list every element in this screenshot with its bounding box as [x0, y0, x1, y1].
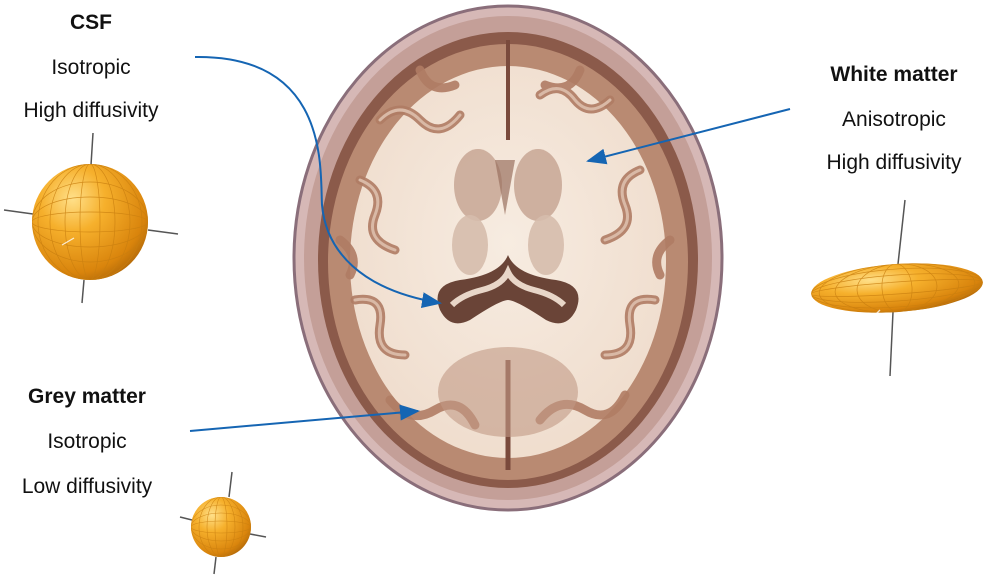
csf-label: CSF Isotropic High diffusivity	[0, 12, 182, 121]
grey-matter-property-2: Low diffusivity	[21, 475, 153, 498]
white-matter-title: White matter	[830, 63, 958, 86]
csf-arrow	[194, 55, 442, 309]
brain-axial-slice-icon	[292, 4, 724, 512]
small-sphere-tensor-icon	[179, 471, 267, 575]
sphere-tensor-icon	[3, 132, 179, 304]
grey-matter-arrow	[189, 404, 420, 432]
prolate-ellipsoid-tensor-icon	[810, 199, 984, 377]
grey-matter-property-1: Isotropic	[47, 430, 127, 453]
white-matter-arrow	[586, 108, 791, 165]
csf-property-2: High diffusivity	[23, 99, 159, 122]
grey-matter-title: Grey matter	[28, 385, 146, 408]
csf-title: CSF	[70, 11, 112, 34]
white-matter-label: White matter Anisotropic High diffusivit…	[800, 64, 988, 173]
white-matter-property-1: Anisotropic	[842, 108, 946, 131]
grey-matter-label: Grey matter Isotropic Low diffusivity	[0, 386, 174, 497]
csf-property-1: Isotropic	[51, 56, 131, 79]
arrows	[189, 55, 791, 432]
white-matter-property-2: High diffusivity	[826, 151, 962, 174]
